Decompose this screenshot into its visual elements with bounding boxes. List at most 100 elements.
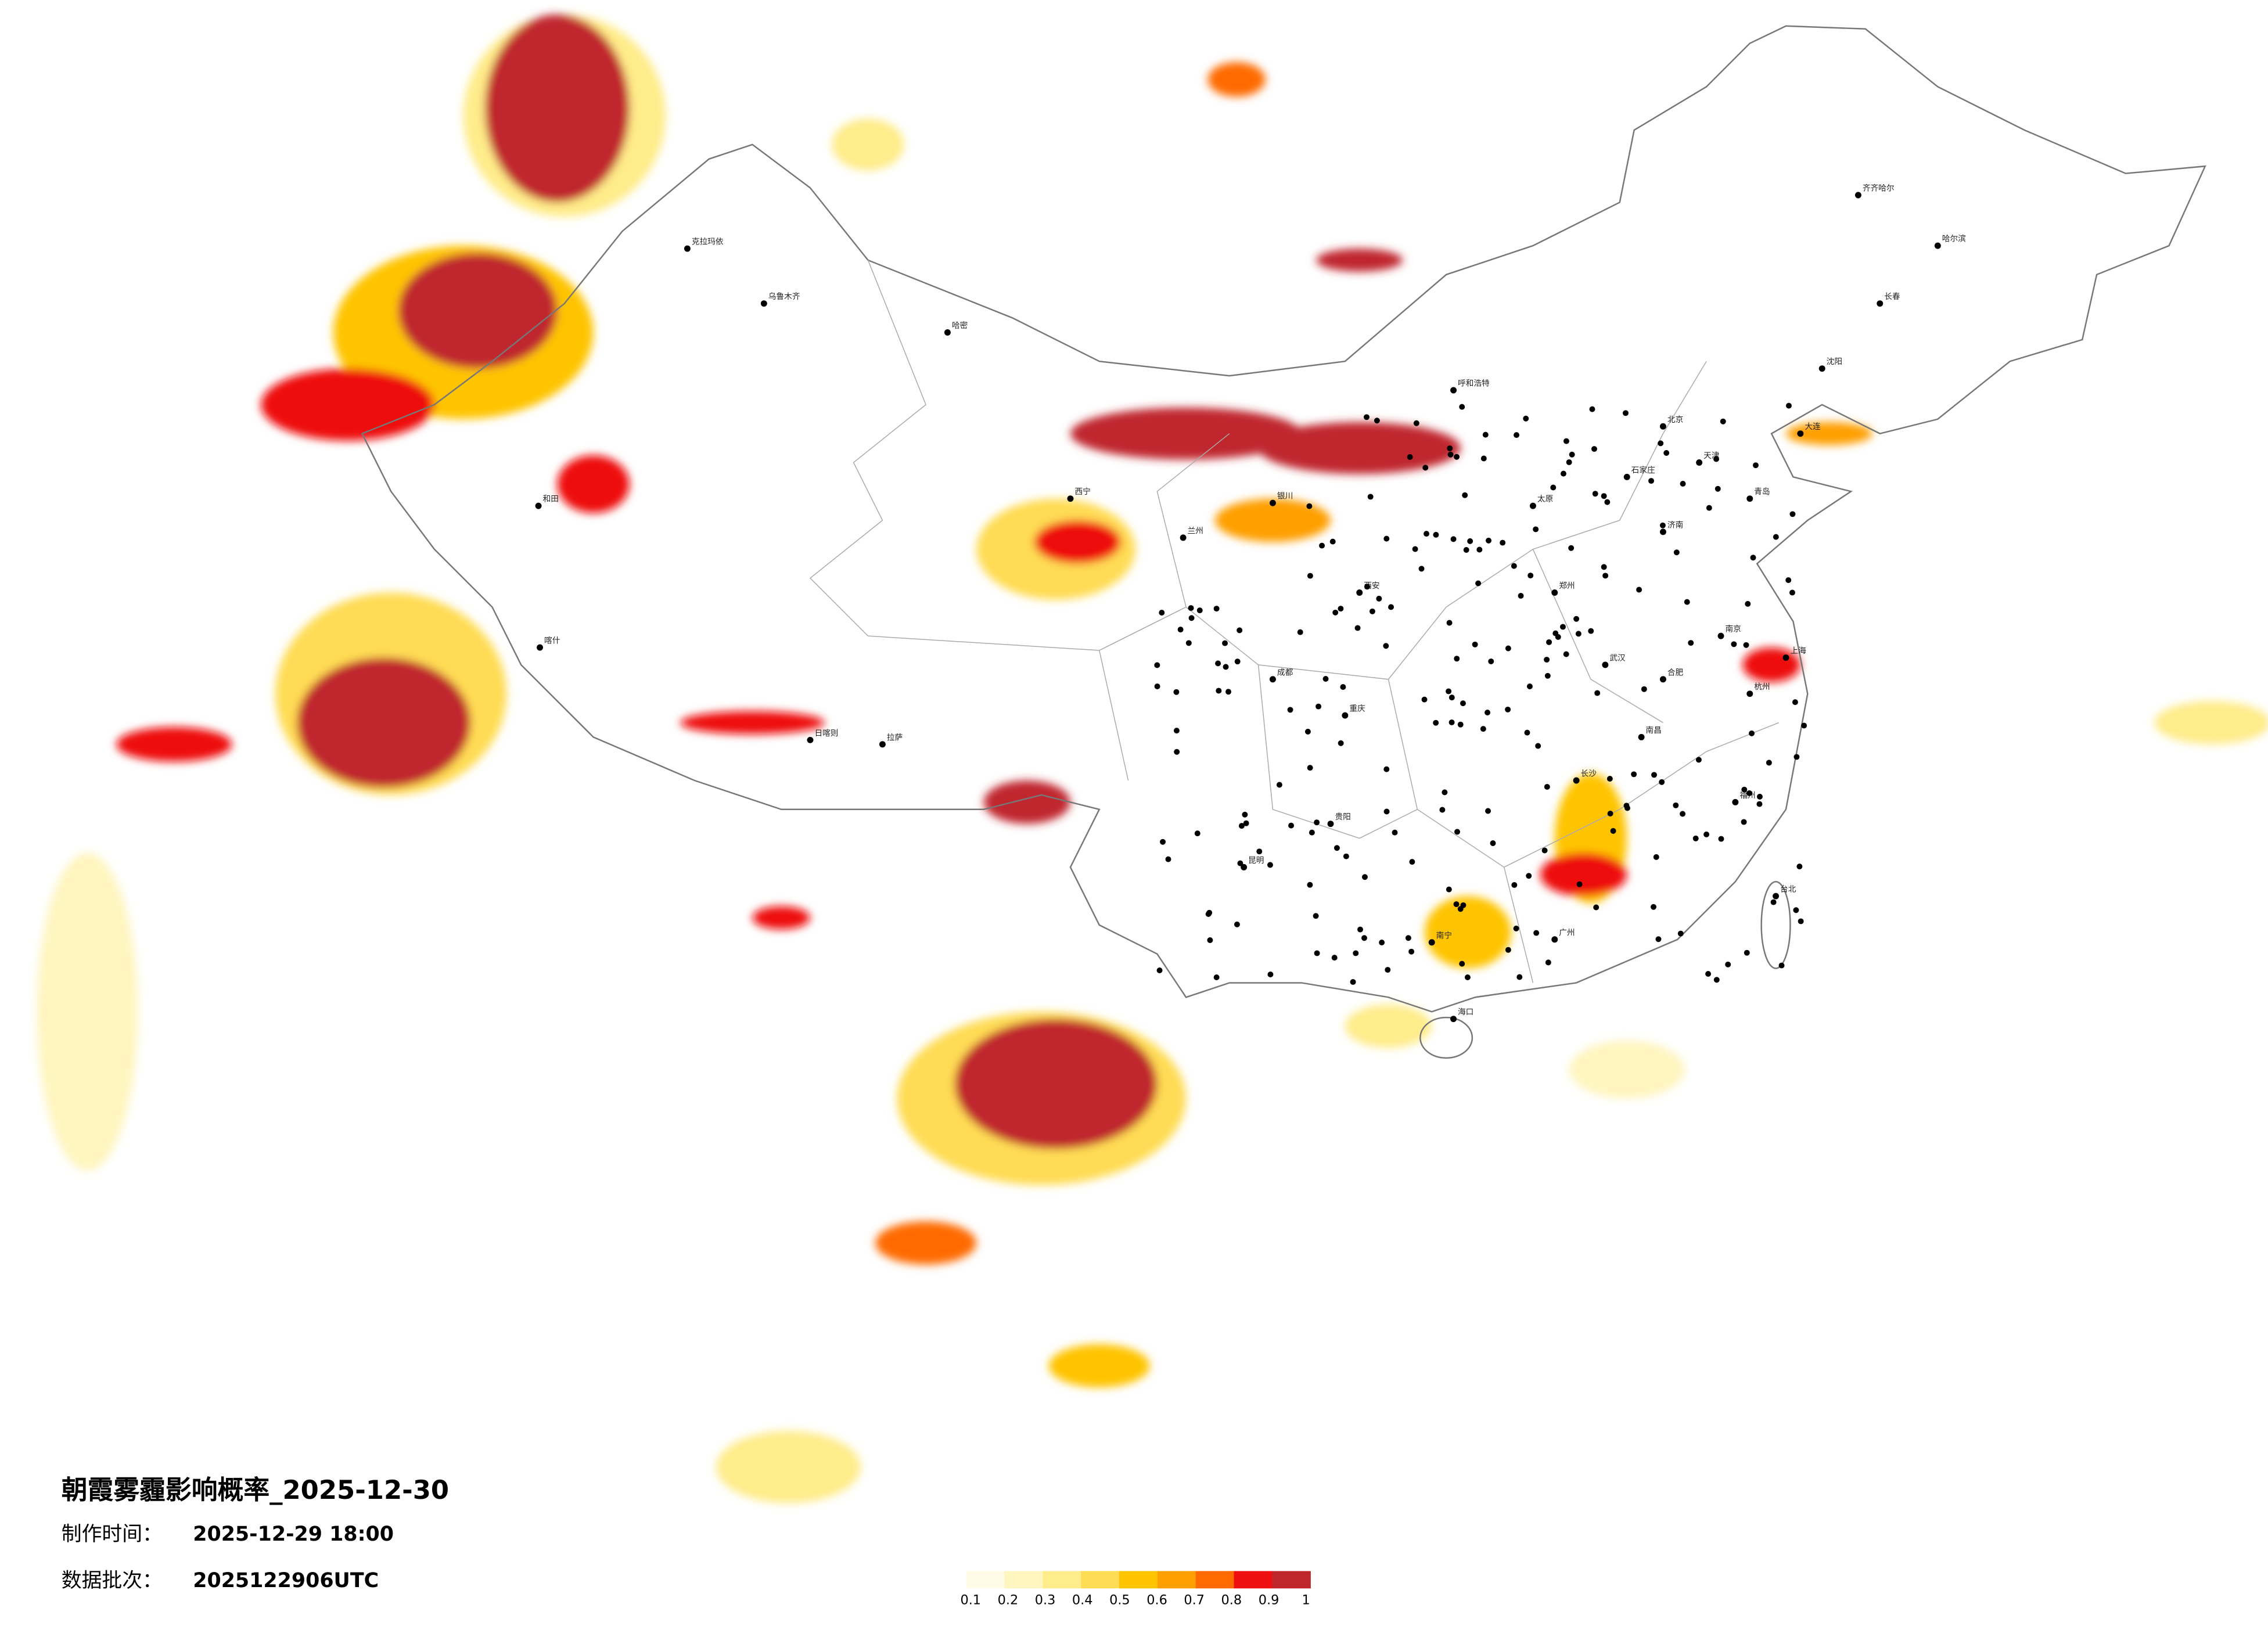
city-dot [1718,836,1724,842]
city-dot [1374,418,1380,424]
blob [37,852,138,1171]
city-label: 银川 [1277,492,1293,501]
city-dot [1715,485,1721,492]
city-dot [1309,829,1315,836]
city-dot [1934,242,1941,249]
city-dot [1238,823,1245,829]
city-dot [1343,853,1349,859]
city-dot [1480,726,1486,732]
city-label: 长春 [1884,292,1900,301]
city-dot [1526,683,1533,689]
city-dot [1314,950,1320,956]
city-dot [1749,730,1755,736]
city-dot [1601,493,1607,499]
city-label: 沈阳 [1827,357,1842,366]
city-dot [1353,950,1359,956]
city-dot [1770,899,1777,905]
city-dot [1743,642,1749,648]
city-dot [1818,365,1825,372]
city-dot [1677,930,1684,937]
hainan [1419,1016,1473,1059]
city-label: 日喀则 [814,729,838,738]
city-dot [1180,534,1187,541]
city-dot [1369,608,1375,614]
city-dot [1454,656,1460,662]
city-dot [1454,454,1460,460]
city-dot [944,329,951,336]
city-dot [1552,630,1559,636]
city-dot [1559,624,1566,630]
blob [875,1221,977,1265]
legend-tick-label: 1 [1302,1593,1310,1608]
legend-tick-label: 0.5 [1109,1593,1130,1608]
city-dot [1433,720,1439,726]
city-dot [1732,798,1739,805]
blob [832,118,904,171]
city-dot [1433,531,1439,538]
city-dot [1174,749,1180,755]
city-dot [1447,451,1454,458]
city-dot [1276,782,1282,788]
city-label: 上海 [1790,646,1806,656]
city-dot [1454,829,1460,835]
city-label: 济南 [1667,520,1683,530]
city-dot [1234,921,1240,927]
legend-swatch [1234,1571,1273,1589]
city-dot [1684,599,1690,605]
city-dot [1741,819,1747,825]
city-dot [1663,450,1670,456]
city-dot [1446,620,1453,626]
city-dot [1307,573,1313,579]
city-dot [1796,864,1803,870]
city-dot [1659,676,1666,683]
city-label: 台北 [1780,885,1796,894]
blob [557,455,630,513]
city-dot [1476,546,1483,553]
city-label: 成都 [1277,668,1293,677]
city-dot [1383,535,1390,542]
city-dot [1267,972,1274,977]
city-label: 杭州 [1754,682,1770,692]
city-dot [1692,835,1699,841]
legend-tick-label: 0.9 [1259,1593,1279,1608]
city-dot [1463,547,1469,553]
city-dot [1782,654,1789,661]
city-dot [1322,676,1329,682]
legend-tick-label: 0.1 [960,1593,981,1608]
city-dot [1307,765,1313,771]
city-dot [1651,772,1657,778]
city-dot [1720,418,1726,425]
blob [752,906,810,930]
city-dot [1350,979,1356,985]
city-dot [1241,864,1248,870]
city-dot [1545,959,1551,966]
city-dot [1448,719,1455,725]
city-dot [1154,662,1160,668]
blob [2154,701,2268,744]
city-dot [1357,926,1363,933]
city-label: 和田 [543,495,559,504]
city-dot [1159,610,1165,616]
city-label: 哈密 [952,321,968,330]
blob [1569,1041,1685,1099]
city-label: 喀什 [544,636,560,646]
city-dot [879,741,886,748]
blob [680,711,825,735]
city-dot [1459,961,1465,967]
city-dot [1717,632,1724,639]
city-dot [1196,607,1203,614]
city-dot [1673,802,1679,808]
city-dot [1789,511,1796,517]
city-label: 大连 [1805,422,1821,431]
city-label: 呼和浩特 [1458,379,1490,388]
city-dot [1573,777,1580,784]
city-dot [1361,874,1368,880]
city-dot [1703,831,1710,837]
city-dot [1383,808,1390,815]
city-dot [1651,904,1656,910]
city-dot [1237,860,1243,866]
city-label: 武汉 [1609,653,1626,663]
city-label: 贵阳 [1335,812,1350,822]
city-dot [1446,886,1452,893]
